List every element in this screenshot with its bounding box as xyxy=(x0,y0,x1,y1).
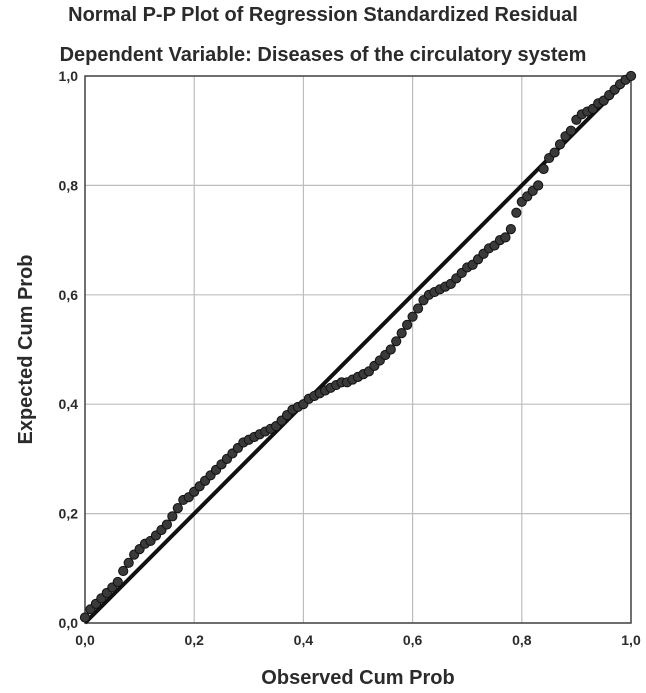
y-tick-label: 0,4 xyxy=(59,396,79,412)
data-points xyxy=(79,70,637,623)
data-point xyxy=(118,565,129,577)
data-point xyxy=(402,319,413,330)
x-tick-label: 0,4 xyxy=(294,632,314,648)
y-axis-label: Expected Cum Prob xyxy=(15,254,37,444)
data-point xyxy=(167,511,178,522)
data-point xyxy=(538,163,549,175)
data-point xyxy=(407,311,418,322)
x-tick-label: 0,8 xyxy=(512,632,532,648)
data-point xyxy=(396,327,407,339)
y-tick-label: 0,2 xyxy=(59,506,79,522)
data-point xyxy=(112,576,123,588)
y-tick-label: 1,0 xyxy=(59,68,79,84)
x-tick-label: 0,6 xyxy=(403,632,423,648)
x-axis-label: Observed Cum Prob xyxy=(261,667,454,689)
data-point xyxy=(625,70,637,82)
data-point xyxy=(511,207,522,218)
x-axis-ticks: 0,0 0,2 0,4 0,6 0,8 1,0 xyxy=(75,632,641,648)
chart-title: Normal P-P Plot of Regression Standardiz… xyxy=(68,4,578,26)
data-point xyxy=(79,612,91,623)
data-point xyxy=(500,232,511,243)
data-point xyxy=(161,519,172,530)
chart-subtitle: Dependent Variable: Diseases of the circ… xyxy=(59,44,587,66)
data-point xyxy=(123,557,134,568)
data-point xyxy=(554,139,566,150)
data-point xyxy=(565,125,577,136)
data-point xyxy=(533,180,544,191)
x-tick-label: 0,2 xyxy=(184,632,204,648)
y-tick-label: 0,6 xyxy=(59,287,79,303)
data-point xyxy=(391,336,402,347)
x-tick-label: 1,0 xyxy=(621,632,641,648)
y-tick-label: 0,8 xyxy=(59,177,79,193)
data-point xyxy=(172,503,183,514)
plot-frame xyxy=(84,75,632,624)
data-point xyxy=(385,344,396,355)
data-point xyxy=(412,303,424,314)
x-tick-label: 0,0 xyxy=(75,632,95,648)
data-point xyxy=(549,147,560,158)
y-axis-ticks: 0,0 0,2 0,4 0,6 0,8 1,0 xyxy=(59,68,79,631)
y-tick-label: 0,0 xyxy=(59,615,79,631)
data-point xyxy=(505,224,516,235)
